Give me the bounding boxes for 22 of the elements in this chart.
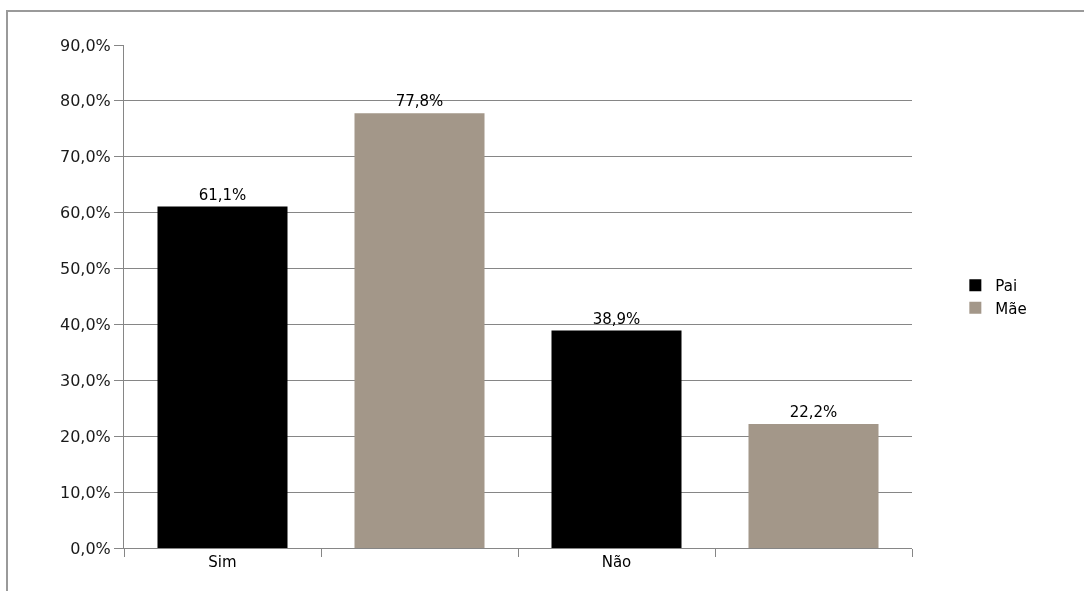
y-tick-label: 40,0%	[59, 315, 111, 335]
y-tick-label: 10,0%	[59, 482, 111, 502]
data-label: 38,9%	[592, 309, 641, 328]
data-label: 61,1%	[198, 185, 247, 204]
bar	[157, 206, 288, 548]
y-tick-label: 80,0%	[59, 91, 111, 111]
y-tick-label: 70,0%	[59, 147, 111, 167]
y-tick-label: 60,0%	[59, 203, 111, 223]
y-tick-label: 90,0%	[59, 35, 111, 55]
y-tick-label: 50,0%	[59, 259, 111, 279]
y-tick-label: 20,0%	[59, 426, 111, 446]
legend-label: Pai	[995, 277, 1018, 296]
y-tick-label: 30,0%	[59, 370, 111, 390]
x-tick-label: Sim	[208, 553, 237, 571]
data-label: 77,8%	[395, 92, 444, 111]
x-tick-label: Não	[601, 553, 632, 571]
y-tick-label: 0,0%	[70, 538, 111, 558]
bar	[748, 423, 879, 548]
bar	[551, 330, 682, 548]
bar	[354, 113, 485, 548]
data-label: 22,2%	[789, 402, 838, 421]
legend-label: Mãe	[995, 299, 1027, 318]
